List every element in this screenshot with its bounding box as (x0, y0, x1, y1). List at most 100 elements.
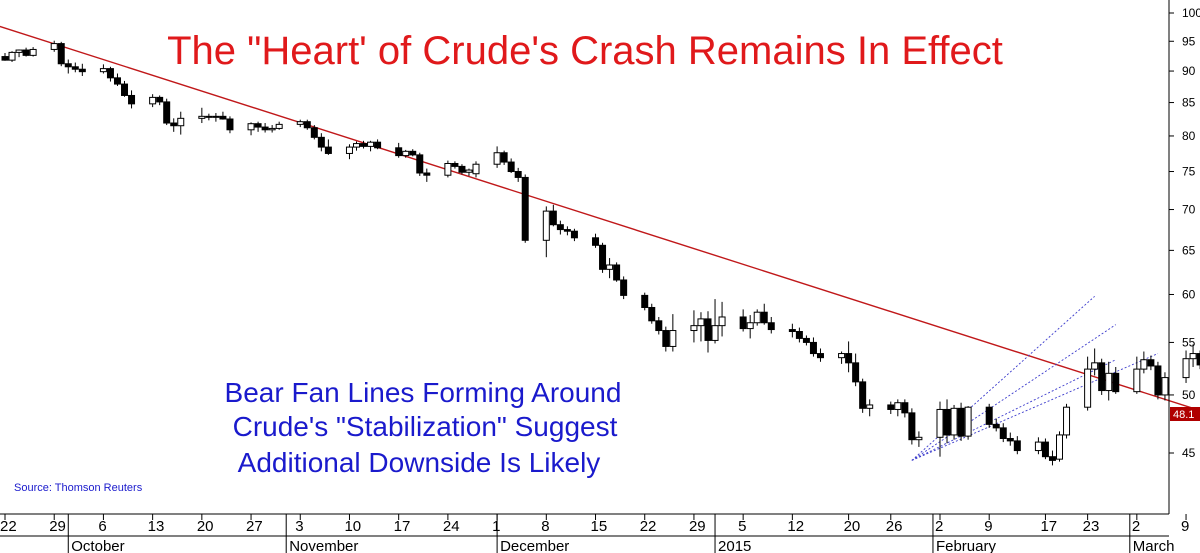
candle (641, 292, 649, 311)
candle (620, 276, 628, 300)
candle (809, 337, 817, 357)
candle (128, 90, 136, 109)
candle (163, 98, 171, 126)
candle (662, 326, 670, 352)
candle-body-up (353, 143, 360, 148)
candle (15, 49, 23, 58)
candle-body-down (760, 311, 768, 324)
candle (964, 406, 972, 440)
candle (177, 111, 185, 135)
candle (50, 40, 58, 52)
candle-body-up (753, 311, 761, 324)
candle-body-down (226, 118, 234, 131)
candle (845, 341, 853, 373)
candle (887, 401, 895, 415)
candle (275, 121, 283, 130)
candle-body-down (451, 162, 459, 167)
y-tick-label: 75 (1182, 165, 1196, 179)
source-note: Source: Thomson Reuters (14, 482, 143, 494)
candle (838, 351, 846, 364)
candle-body-down (254, 123, 262, 128)
candle (106, 66, 114, 82)
y-tick-label: 65 (1182, 243, 1196, 257)
candle (1182, 350, 1190, 383)
candle (739, 309, 747, 332)
candle-body-down (71, 66, 79, 70)
candle-body-down (1013, 440, 1021, 452)
candle (1013, 436, 1021, 455)
candle (247, 122, 255, 136)
last-price-box (1170, 407, 1200, 421)
candle (746, 315, 754, 339)
candle-body-down (1154, 365, 1162, 396)
candle (1006, 432, 1014, 446)
candle-body-up (711, 325, 719, 341)
candle (915, 431, 923, 447)
candle (1084, 356, 1092, 411)
candle-body-down (795, 331, 803, 339)
x-day-label: 20 (197, 518, 214, 535)
candle-body-up (1182, 358, 1190, 379)
candle (507, 158, 515, 173)
candle-body-down (1196, 353, 1200, 366)
candle (1140, 351, 1148, 374)
candle (444, 160, 452, 178)
candle-body-down (599, 244, 607, 270)
candle-body-down (852, 362, 860, 383)
candle (360, 140, 368, 149)
candle (767, 316, 775, 334)
candle (99, 64, 107, 74)
x-day-label: 5 (738, 518, 746, 535)
candle (521, 174, 529, 243)
candle-body-down (57, 43, 65, 65)
candle-body-down (859, 381, 867, 409)
candle (542, 206, 550, 258)
candle-body-down (570, 230, 578, 239)
x-day-label: 22 (640, 518, 657, 535)
x-day-label: 29 (689, 518, 706, 535)
candle-body-up (838, 353, 846, 359)
candle-body-up (1161, 377, 1169, 396)
candle-body-down (156, 96, 164, 103)
candle-body-down (704, 318, 712, 341)
candle (816, 348, 824, 362)
candle (472, 161, 480, 178)
candle (451, 161, 459, 169)
candle-body-down (641, 294, 649, 308)
candle-body-down (521, 176, 529, 241)
x-day-label: 22 (0, 518, 17, 535)
candle-body-up (1091, 362, 1099, 370)
candle-body-down (556, 224, 564, 231)
x-month-label: December (500, 538, 569, 553)
candle-body-down (767, 322, 775, 331)
candle-body-down (901, 402, 909, 414)
candle (212, 113, 220, 122)
candle (458, 164, 466, 175)
candle-body-down (739, 316, 747, 330)
y-tick-label: 60 (1182, 287, 1196, 301)
candle (310, 125, 318, 140)
candle-body-up (606, 264, 614, 270)
candle-body-up (669, 330, 677, 347)
candle (859, 378, 867, 413)
candle-body-down (620, 279, 628, 296)
candle-body-down (317, 136, 325, 148)
candle-body-down (121, 83, 129, 96)
x-day-label: 8 (541, 518, 549, 535)
candle (704, 311, 712, 353)
candle-body-up (50, 43, 58, 50)
y-tick-label: 70 (1182, 203, 1196, 217)
candle (71, 62, 79, 73)
candle-body-down (648, 306, 656, 322)
candle-body-up (697, 318, 705, 327)
candle (1041, 438, 1049, 460)
candle-body-up (1140, 359, 1148, 370)
candle-body-down (1098, 362, 1106, 392)
candle-body-down (1112, 372, 1120, 393)
y-tick-label: 80 (1182, 129, 1196, 143)
candle (606, 258, 614, 279)
candle (563, 226, 571, 236)
candle-body-up (493, 152, 501, 165)
candle-body-down (205, 115, 213, 118)
candle-body-down (423, 172, 431, 176)
